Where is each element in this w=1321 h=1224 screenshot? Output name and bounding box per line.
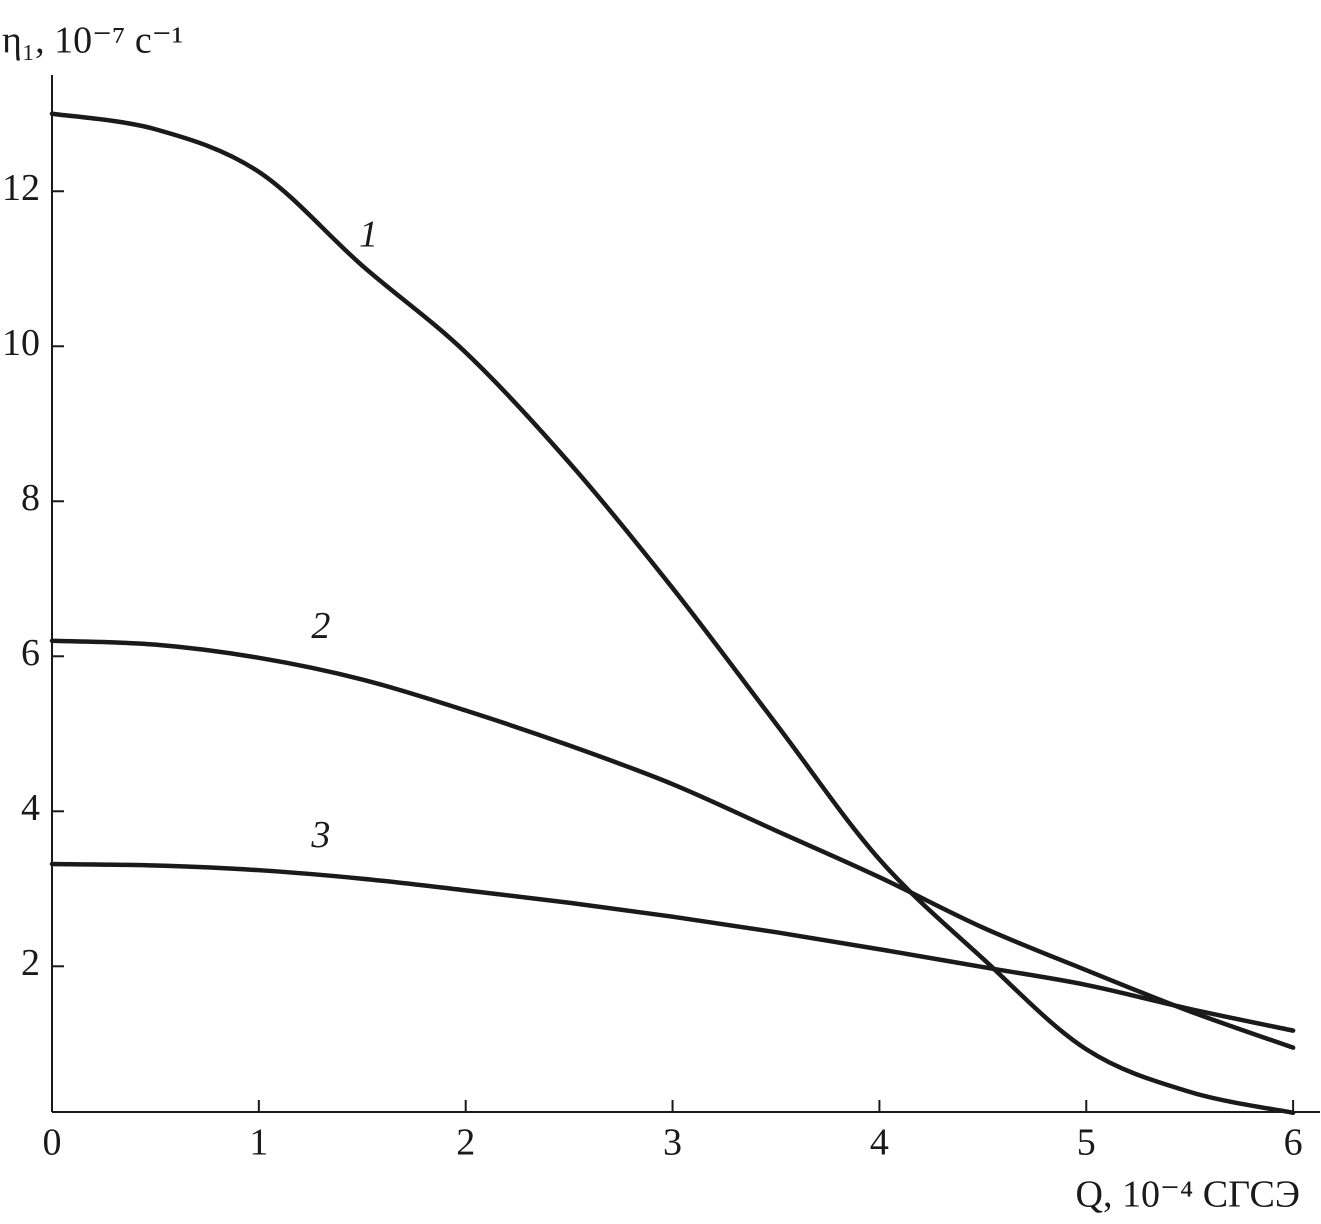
x-tick-label: 5: [1077, 1122, 1096, 1164]
series-line: [49, 861, 1296, 1033]
series-line: [49, 111, 1296, 1116]
x-tick-label: 2: [456, 1122, 475, 1164]
x-tick-label: 6: [1284, 1122, 1303, 1164]
y-tick-label: 6: [21, 632, 40, 674]
y-tick-label: 12: [2, 167, 40, 209]
x-tick-label: 3: [663, 1122, 682, 1164]
series-label: 1: [359, 213, 378, 255]
x-tick-label: 4: [870, 1122, 889, 1164]
y-tick-label: 2: [21, 942, 40, 984]
y-axis-label: η₁, 10⁻⁷ с⁻¹: [2, 20, 183, 62]
y-tick-label: 8: [21, 477, 40, 519]
series-line: [49, 638, 1296, 1050]
x-tick-label: 1: [249, 1122, 268, 1164]
y-tick-label: 4: [21, 787, 40, 829]
x-axis-label: Q, 10⁻⁴ СГСЭ: [1076, 1174, 1301, 1216]
x-tick-label: 0: [43, 1122, 62, 1164]
series-label: 2: [311, 605, 330, 647]
series-label: 3: [310, 814, 330, 856]
y-tick-label: 10: [2, 322, 40, 364]
